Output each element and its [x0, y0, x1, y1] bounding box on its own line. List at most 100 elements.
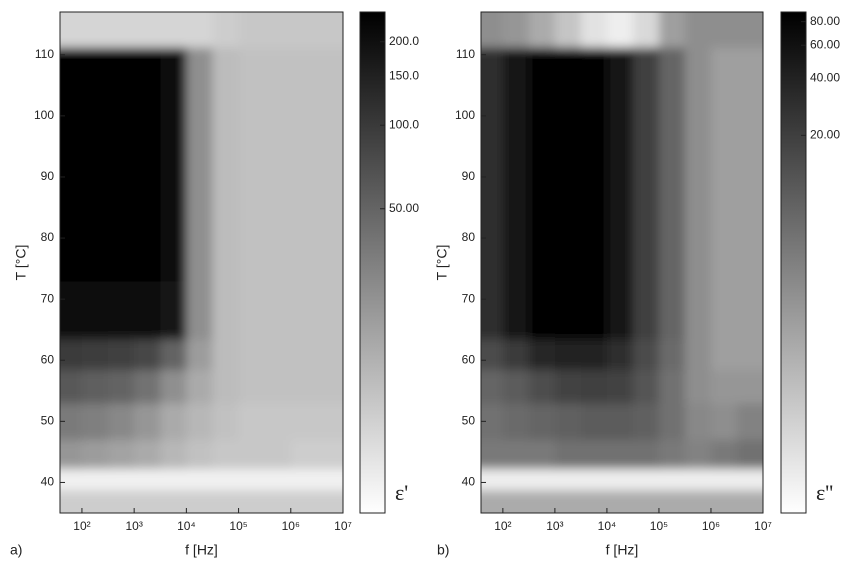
heatmap-cell: [632, 369, 660, 404]
heatmap-cell: [186, 47, 213, 108]
heatmap-cell: [736, 192, 763, 282]
y-tick-label: 80: [462, 230, 476, 244]
heatmap-cell: [134, 439, 161, 470]
y-tick-label: 70: [41, 291, 55, 305]
y-tick-label: 110: [456, 47, 475, 61]
heatmap-cell: [108, 403, 135, 441]
colorbar-tick-label: 20.00: [810, 128, 840, 142]
heatmap-cell: [554, 106, 582, 193]
y-tick-label: 80: [41, 230, 55, 244]
heatmap-cell: [632, 439, 660, 470]
heatmap-cell: [238, 403, 266, 441]
heatmap-cell: [160, 369, 187, 404]
heatmap-cell: [684, 468, 712, 491]
heatmap-cell: [160, 439, 187, 470]
heatmap-cell: [658, 403, 686, 441]
heatmap-cell: [684, 106, 712, 193]
heatmap-cell: [238, 490, 266, 513]
heatmap-cell: [81, 403, 109, 441]
heatmap-cell: [554, 192, 582, 282]
heatmap-cell: [736, 490, 763, 513]
heatmap-cell: [580, 47, 608, 108]
heatmap-cell: [502, 403, 530, 441]
heatmap-cell: [554, 369, 582, 404]
heatmap-cell: [212, 403, 240, 441]
heatmap-cell: [580, 106, 608, 193]
heatmap-cell: [108, 490, 135, 513]
heatmap-cell: [684, 369, 712, 404]
heatmap-area: [481, 12, 763, 513]
heatmap-cell: [502, 338, 530, 370]
heatmap-cell: [502, 106, 530, 193]
heatmap-cell: [238, 47, 266, 108]
heatmap-cell: [606, 490, 634, 513]
colorbar-tick-label: 50.00: [389, 201, 419, 215]
heatmap-cell: [684, 47, 712, 108]
heatmap-cell: [316, 439, 343, 470]
heatmap-cell: [212, 12, 240, 48]
heatmap-cell: [528, 369, 556, 404]
heatmap-cell: [658, 12, 686, 48]
heatmap-cell: [710, 369, 738, 404]
heatmap-cell: [481, 280, 504, 340]
colorbar: [780, 11, 807, 514]
y-tick-label: 110: [35, 47, 54, 61]
heatmap-area: [60, 12, 343, 513]
heatmap-cell: [710, 47, 738, 108]
heatmap-cell: [290, 192, 318, 282]
heatmap-cell: [264, 439, 292, 470]
heatmap-cell: [60, 192, 83, 282]
heatmap-cell: [684, 403, 712, 441]
heatmap-cell: [264, 280, 292, 340]
heatmap-cell: [290, 47, 318, 108]
heatmap-cell: [212, 490, 240, 513]
heatmap-cell: [264, 192, 292, 282]
heatmap-cell: [502, 12, 530, 48]
heatmap-cell: [264, 369, 292, 404]
heatmap-cell: [316, 468, 343, 491]
heatmap-cell: [186, 12, 213, 48]
colorbar-label: ε'': [816, 480, 833, 505]
heatmap-cell: [580, 12, 608, 48]
heatmap-cell: [264, 47, 292, 108]
x-tick-label: 10⁶: [702, 519, 720, 533]
heatmap-cell: [81, 468, 109, 491]
x-tick-label: 10²: [494, 519, 511, 533]
heatmap-cell: [554, 47, 582, 108]
heatmap-cell: [710, 439, 738, 470]
heatmap-cell: [710, 338, 738, 370]
heatmap-cell: [60, 439, 83, 470]
heatmap-cell: [108, 439, 135, 470]
heatmap-cell: [81, 12, 109, 48]
x-tick-label: 10⁷: [754, 519, 772, 533]
heatmap-cell: [212, 369, 240, 404]
heatmap-cell: [554, 439, 582, 470]
heatmap-cell: [81, 106, 109, 193]
heatmap-cell: [81, 338, 109, 370]
heatmap-cell: [60, 47, 83, 108]
heatmap-cell: [710, 490, 738, 513]
heatmap-cell: [81, 439, 109, 470]
heatmap-cell: [528, 439, 556, 470]
heatmap-cell: [212, 47, 240, 108]
x-tick-label: 10⁷: [334, 519, 352, 533]
heatmap-cell: [606, 403, 634, 441]
heatmap-cell: [81, 47, 109, 108]
heatmap-cell: [658, 280, 686, 340]
heatmap-cell: [212, 192, 240, 282]
heatmap-cell: [160, 12, 187, 48]
heatmap-cell: [606, 280, 634, 340]
y-tick-label: 70: [462, 291, 476, 305]
heatmap-cell: [60, 369, 83, 404]
heatmap-cell: [528, 280, 556, 340]
heatmap-cell: [580, 403, 608, 441]
y-tick-label: 100: [455, 108, 475, 122]
heatmap-cell: [554, 403, 582, 441]
heatmap-cell: [290, 369, 318, 404]
heatmap-cell: [736, 106, 763, 193]
heatmap-cell: [134, 403, 161, 441]
heatmap-cell: [238, 439, 266, 470]
x-axis-label: f [Hz]: [185, 542, 218, 558]
heatmap-cell: [554, 280, 582, 340]
